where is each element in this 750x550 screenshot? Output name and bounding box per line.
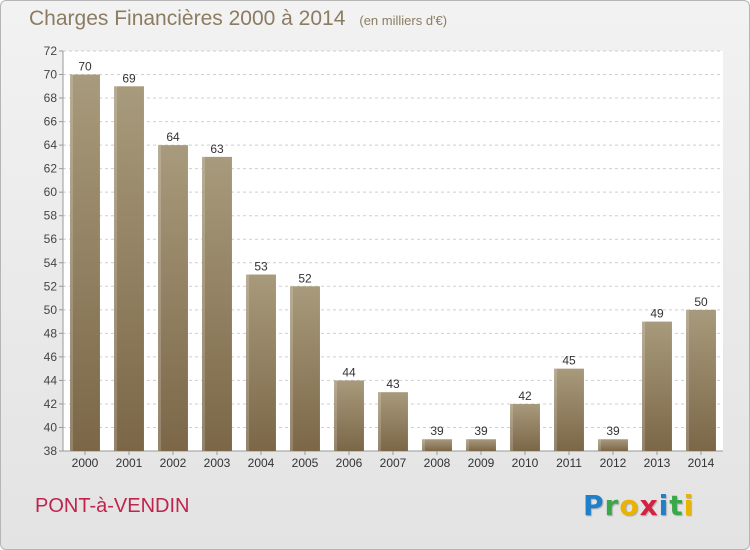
y-tick-label: 44 [44, 373, 58, 387]
bars [70, 74, 716, 451]
logo-letter: i [658, 489, 670, 522]
bar [642, 321, 672, 451]
y-tick-label: 38 [44, 444, 58, 458]
chart-title: Charges Financières 2000 à 2014 [29, 7, 346, 30]
bar [598, 439, 628, 451]
logo-letter: r [604, 489, 620, 522]
x-tick-label: 2001 [116, 456, 143, 470]
data-label: 42 [518, 389, 532, 403]
y-tick-label: 70 [44, 68, 58, 82]
bar [466, 439, 496, 451]
bar-highlight [70, 74, 74, 451]
data-labels: 70 69 64 63 53 52 44 43 39 39 42 45 39 49 50 [78, 60, 708, 439]
data-label: 69 [122, 71, 136, 85]
x-tick-label: 2009 [468, 456, 495, 470]
bar-highlight [422, 439, 426, 451]
data-label: 39 [606, 424, 620, 438]
y-tick-label: 52 [44, 279, 58, 293]
bar [246, 274, 276, 451]
x-tick-label: 2010 [512, 456, 539, 470]
data-label: 64 [166, 130, 180, 144]
bar [202, 156, 232, 451]
bar [422, 439, 452, 451]
y-tick-label: 46 [44, 350, 58, 364]
chart-title-group: Charges Financières 2000 à 2014 (en milli… [29, 7, 447, 31]
bar [290, 286, 320, 451]
x-tick-label: 2013 [644, 456, 671, 470]
x-tick-label: 2004 [248, 456, 275, 470]
data-label: 53 [254, 260, 268, 274]
bar [70, 74, 100, 451]
data-label: 49 [650, 307, 664, 321]
x-tick-label: 2003 [204, 456, 231, 470]
x-tick-label: 2011 [556, 456, 582, 470]
x-tick-label: 2006 [336, 456, 363, 470]
x-tick-label: 2007 [380, 456, 407, 470]
data-label: 70 [78, 60, 92, 74]
y-tick-label: 50 [44, 303, 58, 317]
logo-letter: i [683, 489, 695, 522]
bar-highlight [334, 380, 338, 451]
y-tick-label: 66 [44, 115, 58, 129]
y-tick-label: 60 [44, 185, 58, 199]
data-label: 52 [298, 271, 312, 285]
bar-highlight [554, 368, 558, 451]
y-tick-label: 42 [44, 397, 58, 411]
bar-highlight [378, 392, 382, 451]
logo-letter: o [619, 489, 640, 522]
x-tick-label: 2005 [292, 456, 319, 470]
bar-highlight [466, 439, 470, 451]
x-tick-label: 2002 [160, 456, 187, 470]
data-label: 43 [386, 377, 400, 391]
bar [114, 86, 144, 451]
bar-highlight [290, 286, 294, 451]
bar-highlight [642, 321, 646, 451]
city-name: PONT-à-VENDIN [35, 495, 190, 517]
x-tick-label: 2008 [424, 456, 451, 470]
bar-highlight [114, 86, 118, 451]
bar [158, 145, 188, 451]
x-tick-label: 2000 [72, 456, 99, 470]
bar-highlight [686, 309, 690, 451]
data-label: 39 [430, 424, 444, 438]
bar [686, 309, 716, 451]
bar-highlight [202, 156, 206, 451]
x-tick-labels: 2000 2001 2002 2003 2004 2005 2006 2007 2008 2009… [72, 456, 715, 470]
bar-highlight [158, 145, 162, 451]
bar-highlight [246, 274, 250, 451]
y-tick-label: 48 [44, 326, 58, 340]
y-tick-labels: 38 40 42 44 46 48 50 52 54 56 58 60 62 64 66 68 70 72 [44, 44, 58, 458]
bar-highlight [598, 439, 602, 451]
y-tick-label: 64 [44, 138, 58, 152]
logo-letter: x [639, 489, 659, 522]
chart-unit: (en milliers d'€) [359, 13, 448, 28]
proxiti-logo: Proxiti [583, 489, 694, 522]
logo-letter: P [583, 489, 605, 522]
bar-highlight [510, 403, 514, 451]
y-tick-label: 58 [44, 209, 58, 223]
bar [554, 368, 584, 451]
data-label: 50 [694, 295, 708, 309]
y-tick-label: 62 [44, 162, 58, 176]
x-tick-label: 2014 [688, 456, 715, 470]
y-tick-label: 72 [44, 44, 58, 58]
y-tick-label: 56 [44, 232, 58, 246]
y-tick-label: 68 [44, 91, 58, 105]
logo-letter: t [669, 489, 684, 522]
y-tick-label: 40 [44, 420, 58, 434]
data-label: 44 [342, 365, 356, 379]
bar [378, 392, 408, 451]
x-tick-label: 2012 [600, 456, 627, 470]
data-label: 45 [562, 354, 576, 368]
data-label: 39 [474, 424, 488, 438]
bar [334, 380, 364, 451]
y-tick-label: 54 [44, 256, 58, 270]
bar [510, 403, 540, 451]
data-label: 63 [210, 142, 224, 156]
